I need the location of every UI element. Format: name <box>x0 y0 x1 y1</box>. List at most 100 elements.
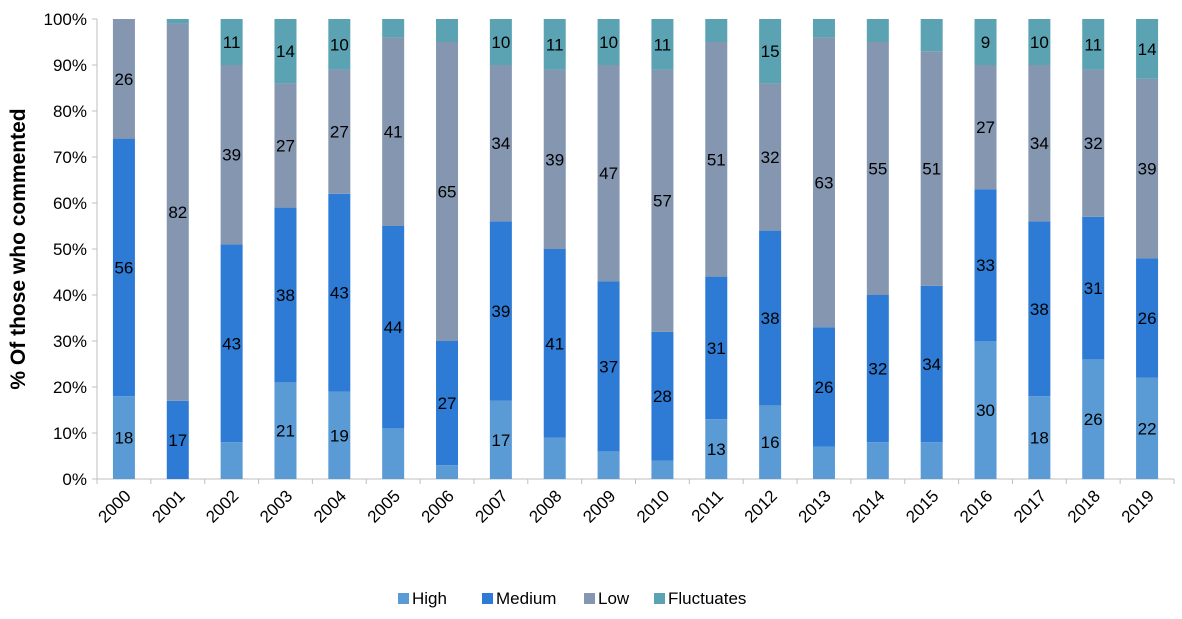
bar-segment <box>974 19 997 65</box>
x-tick-label: 2002 <box>202 486 242 526</box>
data-label: 27 <box>438 394 457 413</box>
bar-segment <box>759 230 782 406</box>
bar-segment <box>112 19 135 139</box>
data-label: 38 <box>761 309 780 328</box>
bar-segment <box>759 19 782 84</box>
bar-segment <box>1028 65 1051 222</box>
x-tick-label: 2012 <box>741 486 781 526</box>
data-label: 43 <box>330 284 349 303</box>
bar-segment <box>974 341 997 479</box>
data-label: 14 <box>276 42 295 61</box>
data-label: 32 <box>761 148 780 167</box>
x-tick-label: 2016 <box>956 486 996 526</box>
bar-segment <box>759 405 782 479</box>
y-tick-label: 60% <box>53 194 87 213</box>
bar-segment <box>328 193 351 392</box>
data-label: 56 <box>114 258 133 277</box>
y-tick-label: 20% <box>53 378 87 397</box>
bar-segment <box>543 249 566 438</box>
bar-segment <box>1136 19 1159 79</box>
data-label: 32 <box>868 360 887 379</box>
data-label: 41 <box>384 123 403 142</box>
bar-segment <box>1082 69 1105 217</box>
data-label: 13 <box>707 440 726 459</box>
bar-segment <box>436 341 459 466</box>
data-label: 30 <box>976 401 995 420</box>
bar-segment <box>705 276 728 420</box>
y-tick-label: 80% <box>53 102 87 121</box>
bar-segment <box>705 419 728 479</box>
data-label: 10 <box>330 35 349 54</box>
data-label: 27 <box>330 123 349 142</box>
y-tick-label: 90% <box>53 56 87 75</box>
bar-segment <box>220 442 243 479</box>
bar-segment <box>812 327 835 447</box>
bar-segment <box>166 400 189 479</box>
data-label: 34 <box>922 355 941 374</box>
data-label: 39 <box>545 150 564 169</box>
data-label: 55 <box>868 160 887 179</box>
bar-segment <box>705 19 728 42</box>
x-tick-label: 2005 <box>364 486 404 526</box>
bar-segment <box>597 19 620 65</box>
x-tick-label: 2006 <box>418 486 458 526</box>
y-tick-label: 70% <box>53 148 87 167</box>
bar-segment <box>597 451 620 479</box>
bar-segment <box>489 221 512 401</box>
x-tick-label: 2007 <box>472 486 512 526</box>
bar-segment <box>866 295 889 443</box>
bar-segment <box>328 391 351 479</box>
y-tick-label: 50% <box>53 240 87 259</box>
data-label: 39 <box>1138 160 1157 179</box>
x-tick-label: 2003 <box>256 486 296 526</box>
y-tick-label: 0% <box>62 470 87 489</box>
data-label: 37 <box>599 357 618 376</box>
data-label: 47 <box>599 164 618 183</box>
bar-segment <box>920 285 943 443</box>
data-label: 38 <box>1030 300 1049 319</box>
bar-segment <box>382 226 405 429</box>
bar-segment <box>812 446 835 479</box>
data-label: 65 <box>438 183 457 202</box>
bar-segment <box>759 83 782 231</box>
bar-segment <box>1136 377 1159 479</box>
bar-segment <box>328 19 351 70</box>
data-label: 9 <box>981 33 990 52</box>
legend-label: Low <box>598 589 630 608</box>
bar-segment <box>112 138 135 397</box>
chart-data-labels: 18 56 26 17 82 43 39 11 21 38 27 14 19 43 27 10 44 41 27 65… <box>114 33 1156 459</box>
data-label: 26 <box>114 70 133 89</box>
bar-segment <box>974 65 997 190</box>
data-label: 34 <box>491 134 510 153</box>
bar-segment <box>812 19 835 38</box>
legend-swatch <box>584 593 595 604</box>
legend-swatch <box>482 593 493 604</box>
data-label: 17 <box>491 431 510 450</box>
data-label: 51 <box>922 160 941 179</box>
bar-segment <box>651 69 674 332</box>
bar-segment <box>651 19 674 70</box>
x-tick-label: 2011 <box>688 486 727 525</box>
data-label: 10 <box>491 33 510 52</box>
bar-segment <box>1136 258 1159 378</box>
legend-label: Medium <box>496 589 556 608</box>
data-label: 44 <box>384 318 403 337</box>
x-tick-label: 2013 <box>795 486 835 526</box>
legend-label: Fluctuates <box>668 589 746 608</box>
bar-segment <box>436 19 459 42</box>
data-label: 19 <box>330 426 349 445</box>
x-tick-label: 2018 <box>1064 486 1104 526</box>
bar-segment <box>489 65 512 222</box>
x-tick-label: 2019 <box>1118 486 1158 526</box>
bar-segment <box>597 281 620 452</box>
data-label: 31 <box>1084 279 1103 298</box>
data-label: 18 <box>1030 429 1049 448</box>
x-tick-label: 2001 <box>148 486 188 526</box>
bar-segment <box>1028 221 1051 397</box>
y-tick-label: 30% <box>53 332 87 351</box>
data-label: 82 <box>168 203 187 222</box>
legend-label: High <box>412 589 447 608</box>
bar-segment <box>543 19 566 70</box>
data-label: 31 <box>707 339 726 358</box>
